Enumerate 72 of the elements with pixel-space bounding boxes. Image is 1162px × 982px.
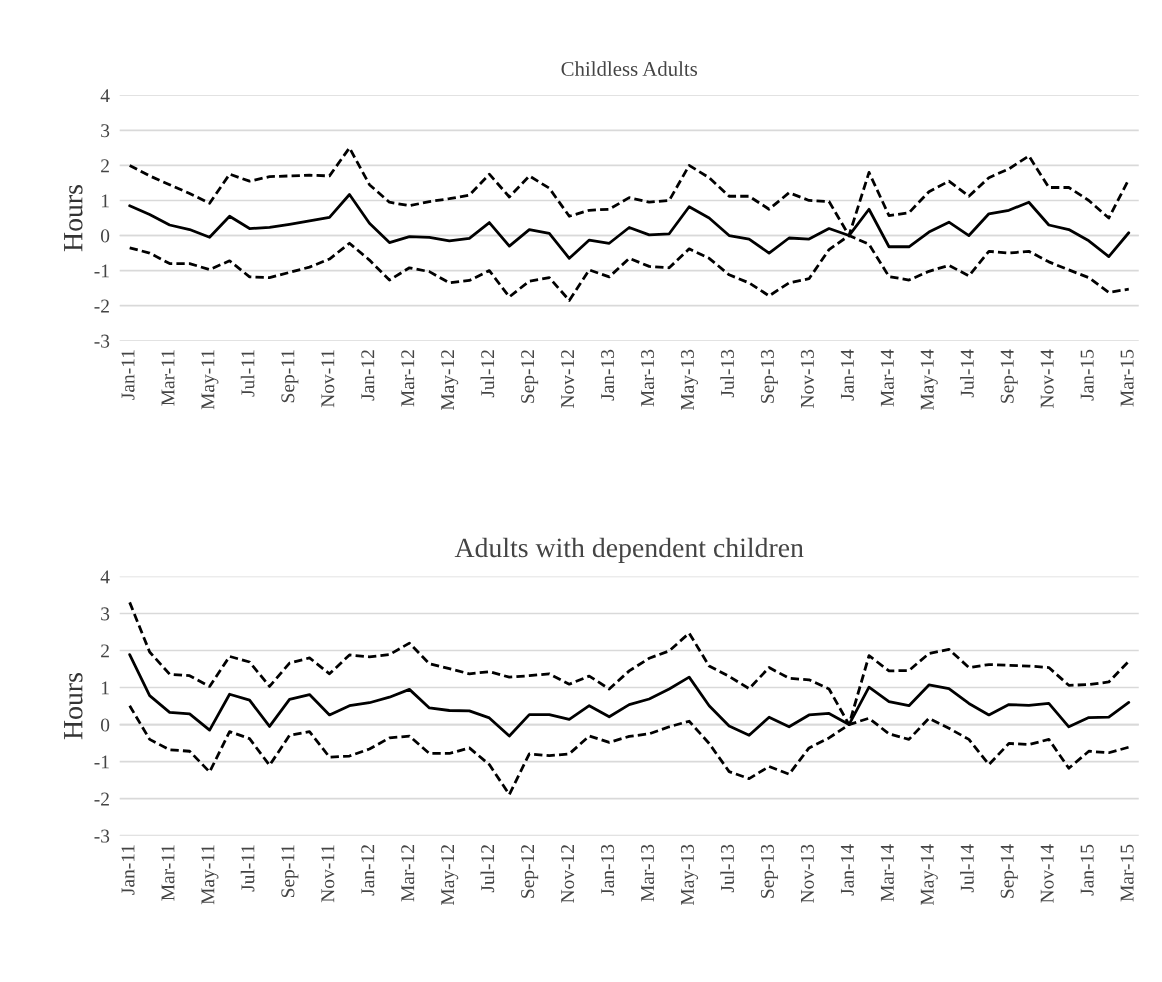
- y-tick-label: 3: [101, 607, 110, 621]
- x-tick-label: May-14: [920, 349, 938, 411]
- x-tick-label: Sep-13: [760, 349, 778, 403]
- x-tick-label: May-14: [920, 844, 938, 906]
- x-tick-label: Jan-14: [840, 349, 854, 401]
- x-tick-label: Jan-14: [840, 844, 854, 896]
- x-tick-label: May-12: [441, 350, 459, 411]
- x-tick-label: Jul-12: [480, 845, 495, 893]
- x-tick-label: Nov-14: [1040, 844, 1054, 903]
- x-tick-label: Nov-14: [1040, 349, 1054, 408]
- x-tick-label: Nov-11: [321, 350, 335, 408]
- y-tick-label: 3: [101, 124, 110, 138]
- y-axis-title: Hours: [64, 185, 83, 252]
- x-tick-label: Sep-14: [1000, 844, 1018, 898]
- x-tick-label: Nov-13: [800, 844, 814, 903]
- y-tick-label: 2: [101, 159, 109, 173]
- x-tick-label: Sep-12: [521, 350, 539, 403]
- y-tick-label: 2: [101, 644, 109, 658]
- x-tick-label: Nov-13: [800, 349, 814, 408]
- x-tick-label: Jan-11: [121, 845, 135, 895]
- x-tick-label: May-11: [201, 350, 219, 410]
- x-tick-label: Jan-11: [121, 350, 135, 400]
- x-tick-label: Jan-12: [361, 350, 375, 401]
- x-tick-label: Mar-12: [401, 350, 415, 407]
- x-tick-label: Mar-14: [880, 844, 894, 902]
- y-tick-label: -2: [94, 299, 109, 313]
- x-tick-label: Sep-13: [760, 844, 778, 898]
- x-tick-label: Jul-14: [960, 844, 974, 893]
- y-tick-label: 0: [100, 718, 110, 732]
- x-tick-label: Nov-12: [561, 350, 575, 408]
- x-tick-label: Jan-12: [361, 845, 375, 896]
- x-tick-label: Mar-12: [401, 845, 415, 902]
- x-tick-label: Sep-14: [1000, 349, 1018, 403]
- x-tick-label: Nov-11: [321, 845, 335, 903]
- x-tick-label: Mar-11: [161, 350, 175, 406]
- x-tick-label: Mar-14: [880, 349, 894, 407]
- x-tick-label: Mar-13: [641, 349, 655, 407]
- x-tick-label: Sep-11: [281, 350, 299, 403]
- x-tick-label: Sep-12: [521, 845, 539, 898]
- x-tick-label: May-12: [441, 845, 459, 906]
- x-tick-label: Jul-14: [960, 349, 974, 398]
- x-tick-label: Jul-13: [720, 844, 734, 893]
- x-tick-label: Jul-13: [720, 349, 734, 398]
- y-tick-label: 0: [100, 229, 110, 243]
- x-tick-label: Mar-13: [641, 844, 655, 902]
- x-tick-label: May-11: [201, 845, 219, 905]
- x-tick-label: May-13: [680, 349, 698, 411]
- x-tick-label: Jan-13: [601, 844, 615, 896]
- y-tick-label: -1: [94, 755, 109, 769]
- x-tick-label: Jul-11: [240, 350, 255, 397]
- y-tick-label: 4: [100, 89, 110, 102]
- y-tick-label: -2: [94, 792, 109, 806]
- x-tick-label: Sep-11: [281, 845, 299, 898]
- chart-title: Adults with dependent children: [454, 537, 804, 563]
- y-tick-label: 4: [100, 570, 110, 584]
- x-tick-label: May-13: [680, 844, 698, 906]
- y-tick-label: -3: [94, 829, 110, 843]
- x-tick-label: Jan-15: [1080, 844, 1094, 896]
- x-tick-label: Jul-12: [480, 350, 495, 398]
- chart-title: Childless Adults: [561, 61, 698, 77]
- y-tick-label: 1: [101, 681, 109, 695]
- x-tick-label: Jan-13: [601, 349, 615, 401]
- y-axis-title: Hours: [64, 673, 83, 740]
- x-tick-label: Mar-11: [161, 845, 175, 901]
- x-tick-label: Nov-12: [561, 845, 575, 903]
- x-tick-label: Jul-11: [240, 845, 255, 892]
- x-tick-label: Mar-15: [1120, 844, 1134, 902]
- x-tick-label: Mar-15: [1120, 349, 1134, 407]
- y-tick-label: -1: [94, 264, 109, 278]
- y-tick-label: -3: [94, 334, 110, 348]
- y-tick-label: 1: [101, 194, 109, 208]
- x-tick-label: Jan-15: [1080, 349, 1094, 401]
